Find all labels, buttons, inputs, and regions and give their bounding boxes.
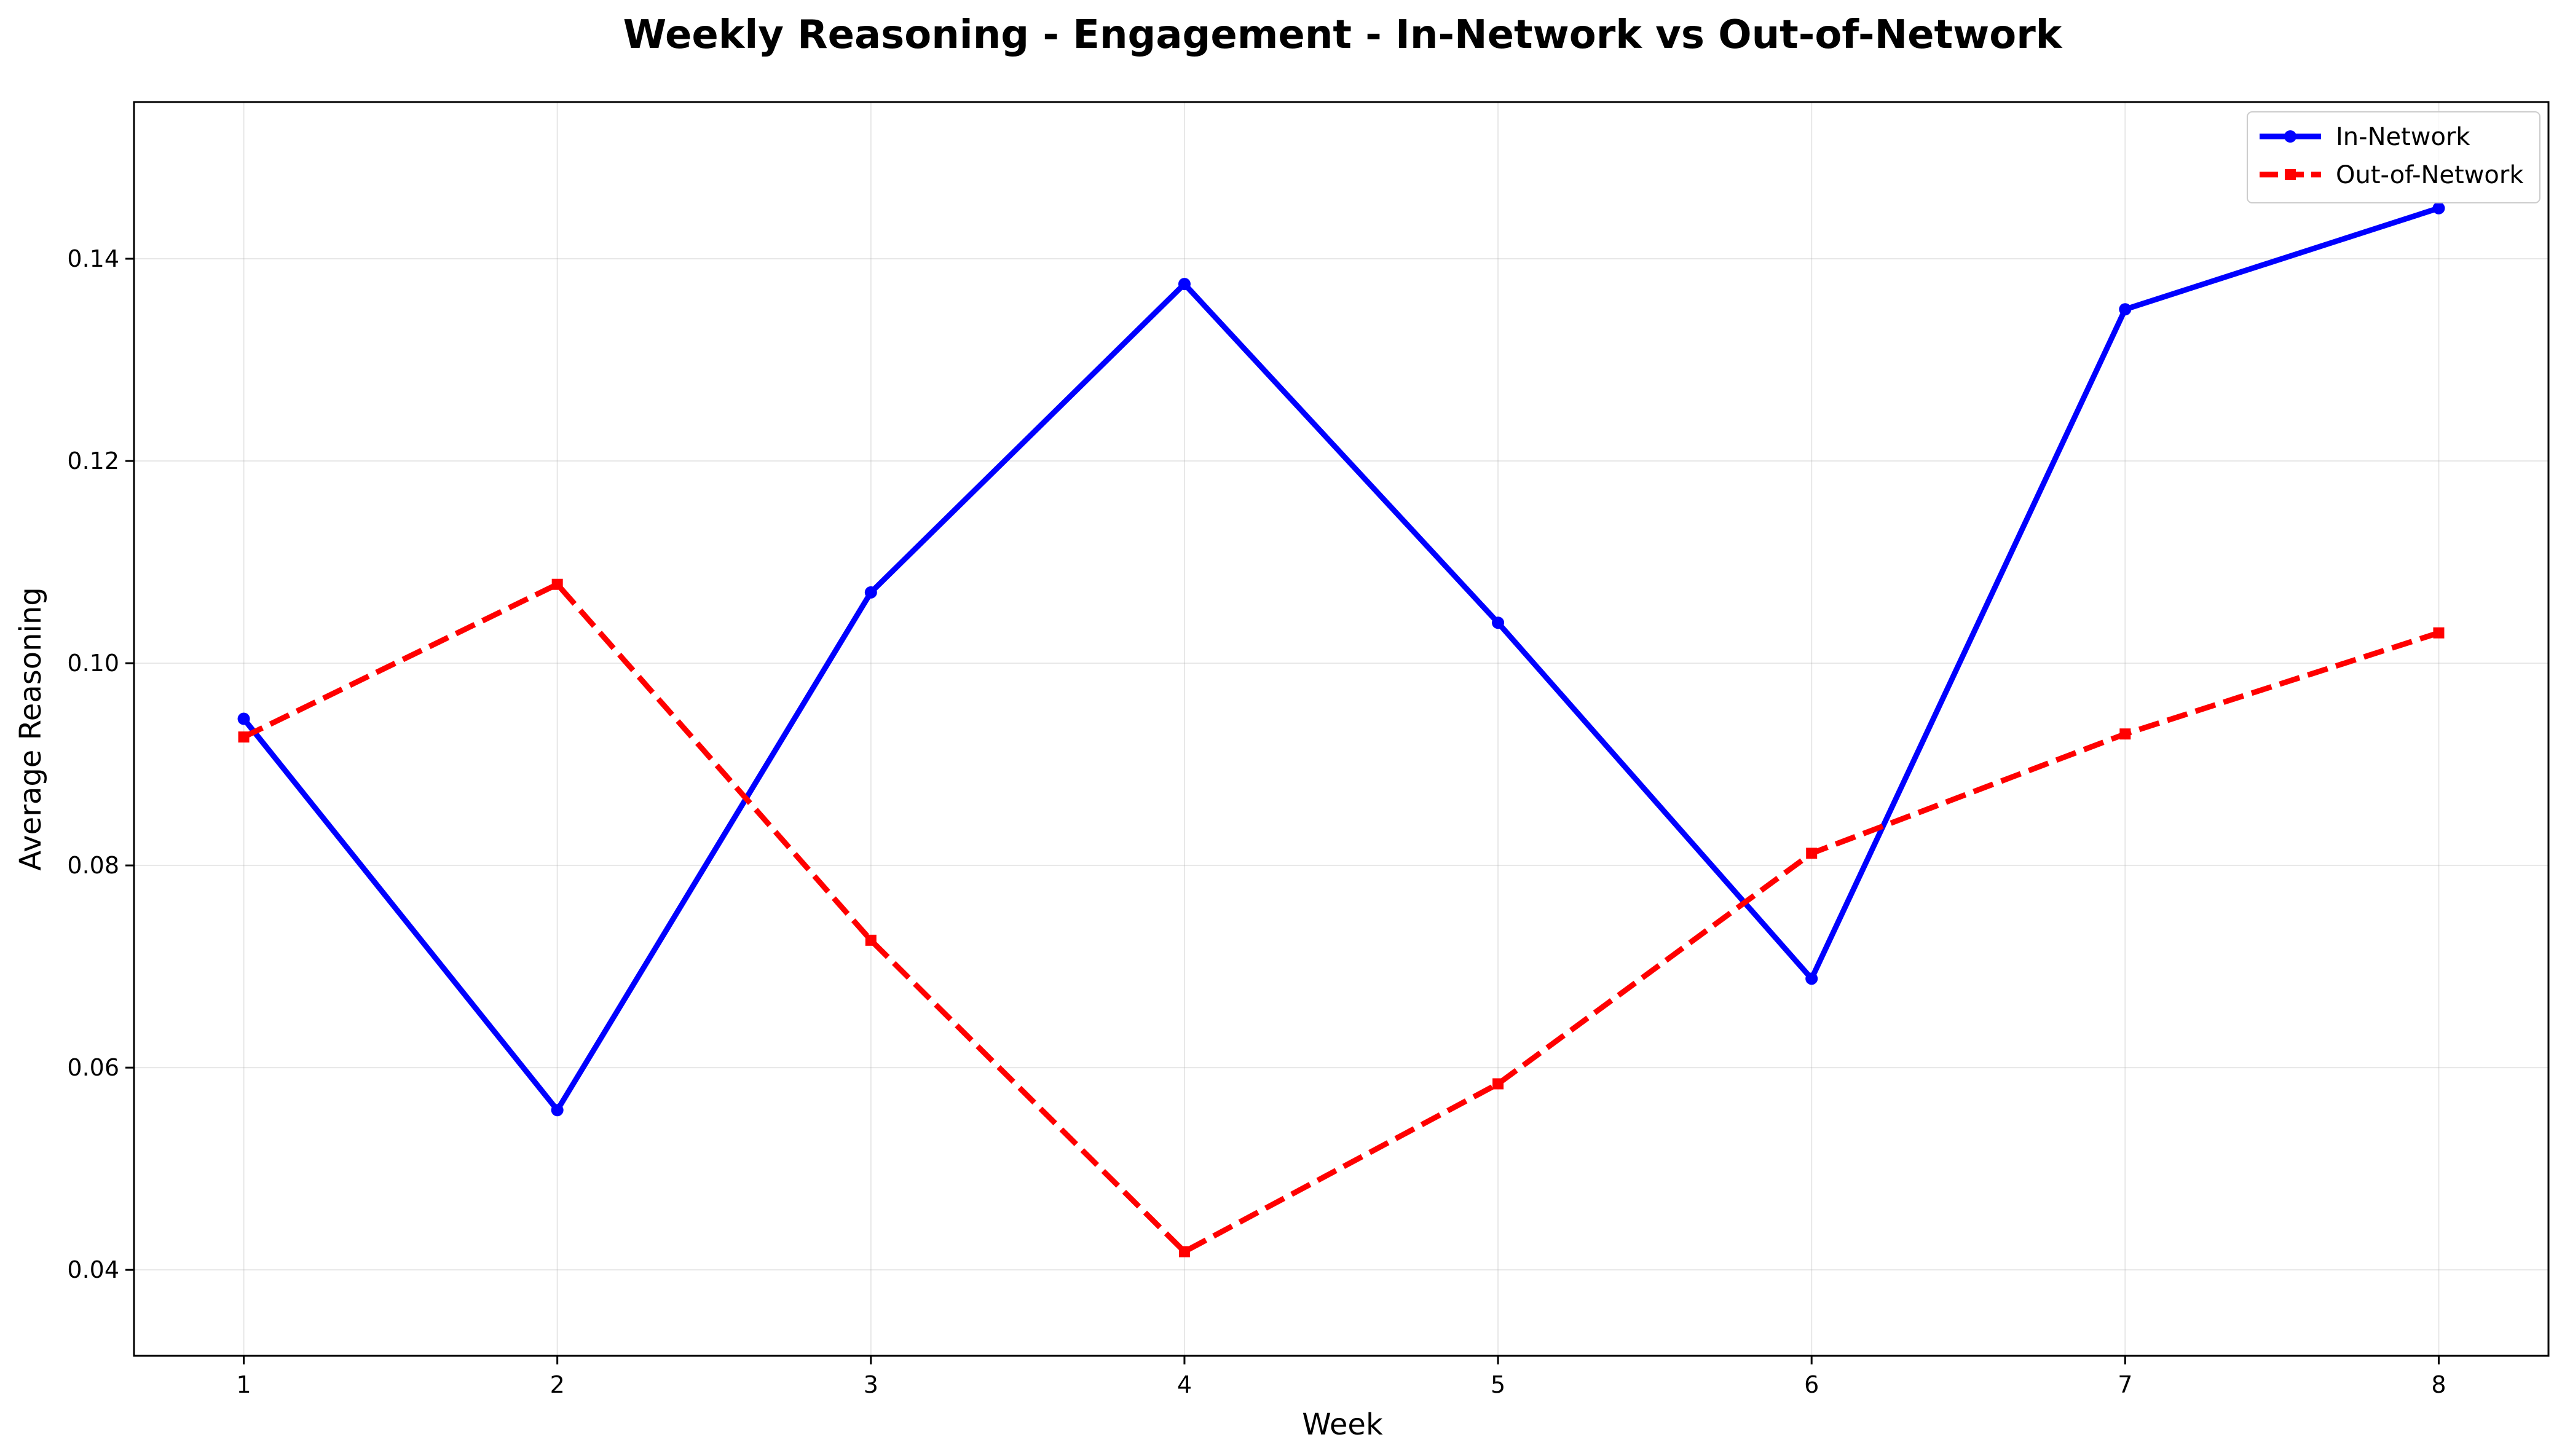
y-tick-label: 0.08 xyxy=(67,852,119,879)
x-tick-label: 6 xyxy=(1804,1371,1819,1398)
legend-label: Out-of-Network xyxy=(2336,161,2524,189)
data-point xyxy=(1492,1078,1504,1090)
y-axis-label: Average Reasoning xyxy=(14,587,48,871)
x-tick-label: 5 xyxy=(1491,1371,1505,1398)
y-tick-label: 0.04 xyxy=(67,1256,119,1283)
data-point xyxy=(865,934,877,946)
legend-label: In-Network xyxy=(2336,123,2470,151)
x-axis: 1 2 3 4 5 6 7 8 xyxy=(236,1356,2446,1398)
legend-item: In-Network xyxy=(2260,123,2470,151)
series-out-of-network xyxy=(238,578,2445,1257)
data-point xyxy=(551,1104,564,1117)
series-in-network xyxy=(237,202,2445,1117)
data-point xyxy=(551,578,563,590)
y-tick-label: 0.06 xyxy=(67,1054,119,1081)
legend-item: Out-of-Network xyxy=(2260,161,2524,189)
x-axis-label: Week xyxy=(1302,1407,1383,1442)
data-point xyxy=(2432,202,2445,214)
y-tick-label: 0.12 xyxy=(67,447,119,474)
data-point xyxy=(1805,972,1818,985)
x-tick-label: 3 xyxy=(864,1371,878,1398)
data-point xyxy=(237,712,250,725)
legend: In-Network Out-of-Network xyxy=(2247,111,2540,203)
x-tick-label: 2 xyxy=(550,1371,565,1398)
legend-items: In-Network Out-of-Network xyxy=(2260,123,2524,189)
data-point xyxy=(1178,278,1191,291)
x-tick-label: 1 xyxy=(236,1371,251,1398)
data-point xyxy=(1492,616,1505,629)
x-tick-label: 8 xyxy=(2431,1371,2446,1398)
y-axis: 0.04 0.06 0.08 0.10 0.12 0.14 xyxy=(67,245,134,1283)
legend-marker xyxy=(2285,169,2296,180)
data-point xyxy=(2119,728,2131,740)
plot-frame xyxy=(133,101,2550,1357)
data-point xyxy=(2119,303,2132,316)
plot-area xyxy=(133,101,2550,1357)
series-line xyxy=(241,205,2440,1113)
data-point xyxy=(864,586,877,599)
data-point xyxy=(1178,1246,1190,1257)
y-tick-label: 0.10 xyxy=(67,650,119,677)
data-point xyxy=(2433,627,2445,639)
data-point xyxy=(1806,848,1818,859)
series-line xyxy=(242,581,2440,1254)
x-tick-label: 4 xyxy=(1177,1371,1192,1398)
legend-marker xyxy=(2284,130,2296,143)
series-layer xyxy=(237,202,2445,1257)
y-tick-label: 0.14 xyxy=(67,245,119,272)
x-tick-label: 7 xyxy=(2118,1371,2132,1398)
chart-title: Weekly Reasoning - Engagement - In-Netwo… xyxy=(623,12,2063,58)
data-point xyxy=(238,731,250,743)
